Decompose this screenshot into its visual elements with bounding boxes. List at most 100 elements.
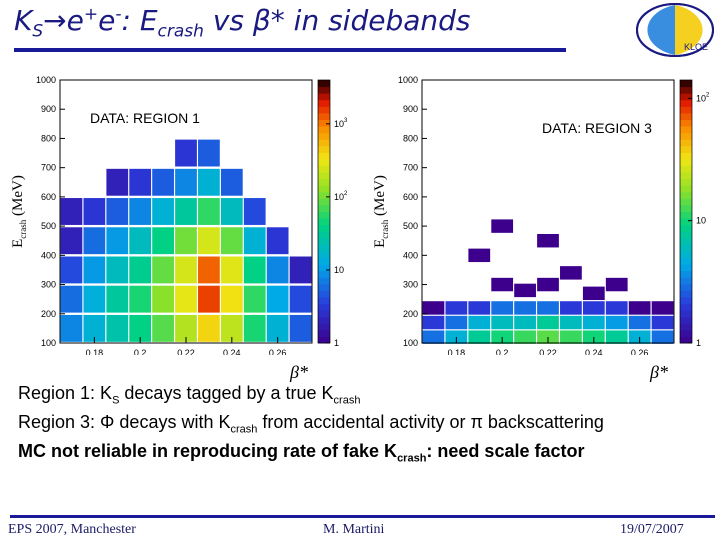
x-axis-label-region-3: β* — [650, 362, 668, 382]
colorbar-segment — [680, 296, 692, 305]
heatmap-cell — [468, 315, 491, 330]
y-tick-label: 300 — [403, 280, 418, 290]
colorbar-segment — [318, 198, 330, 206]
heatmap-cell — [220, 285, 243, 313]
colorbar-segment — [680, 165, 692, 173]
heatmap-cell — [651, 330, 674, 344]
x-tick-label: 0.22 — [177, 348, 195, 355]
colorbar-segment — [318, 211, 330, 219]
heatmap-cell — [60, 285, 83, 313]
heatmap-cell — [243, 285, 266, 313]
heatmap-cell — [152, 256, 174, 284]
x-tick-label: 0.26 — [631, 348, 649, 355]
colorbar-segment — [318, 218, 330, 226]
colorbar-segment — [680, 336, 692, 344]
plot-area — [421, 79, 675, 344]
heatmap-cell — [560, 330, 582, 344]
colorbar-segment — [680, 185, 692, 193]
heatmap-cell — [198, 285, 220, 313]
heatmap-cell — [129, 314, 152, 342]
heatmap-cell — [582, 286, 605, 301]
heatmap-cell — [514, 330, 536, 344]
colorbar-segment — [680, 310, 692, 318]
heatmap-cell — [152, 198, 174, 225]
heatmap-cell — [106, 285, 129, 313]
heatmap-cell — [198, 227, 220, 255]
colorbar-segment — [680, 112, 692, 120]
heatmap-cell — [152, 168, 174, 196]
colorbar-segment — [318, 86, 330, 94]
heatmap-cell — [243, 314, 266, 342]
colorbar-segment — [318, 290, 330, 298]
heatmap-cell — [605, 301, 628, 315]
colorbar-segment — [318, 270, 330, 278]
colorbar-segment — [680, 93, 692, 101]
colorbar-segment — [318, 296, 330, 305]
colorbar-segment — [318, 336, 330, 344]
footer-conference: EPS 2007, Manchester — [8, 522, 136, 537]
x-axis-label-region-1: β* — [290, 362, 308, 382]
heatmap-cell — [60, 256, 83, 284]
colorbar-segment — [680, 132, 692, 140]
heatmap-cell — [537, 315, 559, 330]
title-underline — [14, 48, 566, 52]
x-tick-label: 0.24 — [223, 348, 241, 355]
heatmap-cell — [243, 227, 266, 255]
heatmap-cell — [60, 198, 83, 225]
colorbar-segment — [680, 283, 692, 291]
heatmap-cell — [605, 277, 628, 292]
heatmap-cell — [560, 266, 582, 280]
heatmap-cell — [129, 198, 152, 225]
heatmap-cell — [537, 234, 559, 248]
colorbar-segment — [318, 99, 330, 107]
heatmap-cell — [152, 227, 174, 255]
heatmap-cell — [83, 227, 106, 255]
y-tick-label: 900 — [41, 104, 56, 114]
heatmap-region-1: 100 200 300 400 500 600 700 800 900 1000 0.18 0.2 0.… — [10, 75, 348, 355]
logo-text: KLOE — [684, 42, 708, 52]
colorbar-segment — [680, 198, 692, 206]
footer-date: 19/07/2007 — [620, 522, 684, 537]
heatmap-cell — [175, 227, 197, 255]
colorbar-segment — [680, 218, 692, 226]
y-tick-label: 1000 — [398, 75, 418, 85]
y-tick-label: 800 — [41, 133, 56, 143]
heatmap-cell — [266, 285, 289, 313]
colorbar-segment — [680, 106, 692, 114]
heatmap-cell — [468, 248, 491, 263]
x-tick-label: 0.26 — [269, 348, 287, 355]
y-tick-label: 200 — [403, 309, 418, 319]
colorbar-segment — [680, 211, 692, 219]
footer-author: M. Martini — [323, 522, 385, 537]
colorbar-segment — [318, 224, 330, 232]
heatmap-cell — [468, 301, 491, 315]
heatmap-cell — [445, 301, 468, 315]
colorbar-segment — [318, 231, 330, 239]
heatmap-cell — [491, 219, 514, 233]
heatmap-cell — [289, 285, 312, 313]
colorbar-segment — [680, 316, 692, 324]
colorbar-segment — [318, 316, 330, 324]
colorbar-segment — [318, 119, 330, 127]
colorbar-segment — [680, 303, 692, 311]
colorbar-segment — [318, 139, 330, 147]
x-tick-label: 0.18 — [86, 348, 104, 355]
colorbar-segment — [318, 158, 330, 166]
colorbar-label: 10 — [334, 265, 344, 275]
colorbar-segment — [318, 323, 330, 331]
y-tick-label: 100 — [41, 338, 56, 348]
colorbar-segment — [680, 86, 692, 94]
colorbar-label: 102 — [696, 92, 710, 103]
heatmap-cell — [491, 301, 514, 315]
heatmap-cell — [220, 168, 243, 196]
heatmap-cell — [129, 285, 152, 313]
colorbar-segment — [680, 158, 692, 166]
y-tick-label: 1000 — [36, 75, 56, 85]
panel-annotation: DATA: REGION 3 — [542, 120, 652, 136]
heatmap-cell — [628, 315, 651, 330]
y-tick-label: 500 — [403, 221, 418, 231]
heatmap-cell — [83, 285, 106, 313]
colorbar-segment — [318, 310, 330, 318]
colorbar-segment — [318, 112, 330, 120]
footer-rule — [10, 515, 715, 518]
